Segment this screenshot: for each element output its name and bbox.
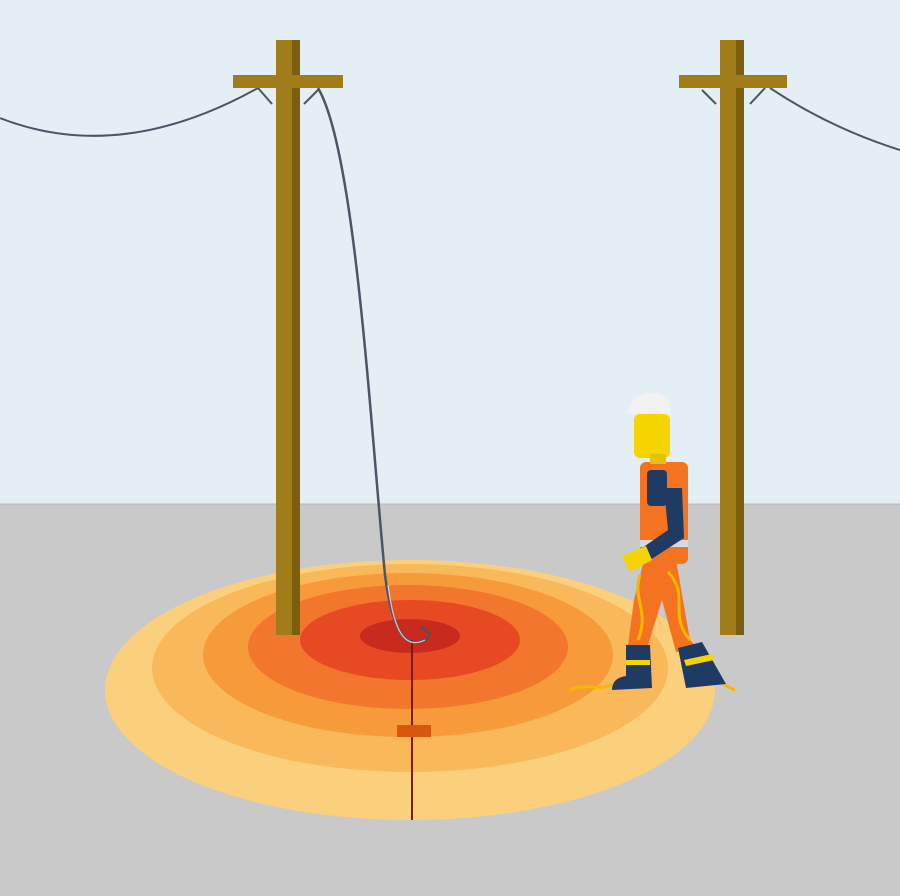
worker-boot-right (678, 642, 726, 688)
leg-current-right (666, 570, 692, 641)
fallen-power-line (316, 87, 430, 644)
boot-stripe-right (684, 654, 714, 666)
hazard-zone (105, 560, 715, 820)
worker-shirt (647, 470, 667, 506)
leg-current-left (636, 574, 644, 641)
worker (569, 392, 736, 692)
left-pole-crossarm (233, 75, 343, 88)
worker-hand (622, 546, 652, 572)
insulator-left-a (257, 87, 273, 105)
worker-boot-left (612, 645, 652, 690)
insulator-left-b (303, 89, 319, 105)
right-pole-crossarm (679, 75, 787, 88)
worker-neck (650, 454, 666, 464)
boot-stripe-left (626, 660, 650, 665)
left-pole-shade (292, 40, 300, 635)
worker-head (634, 414, 670, 458)
overhead-line-right (769, 87, 900, 151)
right-pole-shade (736, 40, 744, 635)
overhead-line-left (0, 87, 259, 137)
left-pole (233, 40, 343, 635)
distance-marker-tag (397, 725, 431, 737)
right-pole (679, 40, 787, 635)
hard-hat-icon (626, 392, 672, 414)
current-arc-left (569, 682, 613, 692)
insulator-right-a (701, 89, 717, 105)
hazard-ring-core (360, 619, 460, 653)
fallen-line-highlight (387, 584, 426, 644)
worker-arm (642, 488, 684, 560)
insulator-right-b (749, 87, 766, 105)
